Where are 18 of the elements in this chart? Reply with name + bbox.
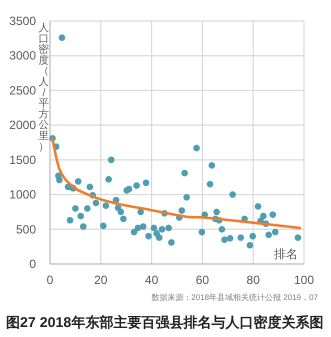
y-tick-label: 2000 — [9, 118, 36, 132]
y-tick-label: 1000 — [9, 188, 36, 202]
y-tick-label: 3500 — [9, 14, 36, 28]
x-tick-label: 40 — [144, 273, 159, 287]
y-tick-label: 0 — [29, 257, 36, 271]
text: 人口密度（人/平方公里） — [38, 22, 50, 153]
x-tick-label: 20 — [94, 273, 108, 287]
text: 图27 2018年东部主要百强县排名与人口密度关系图 — [6, 314, 324, 331]
x-tick-label: 80 — [246, 273, 260, 287]
y-tick-label: 500 — [16, 222, 36, 236]
x-axis-title: 排名 — [274, 247, 298, 261]
y-tick-label: 1500 — [9, 152, 36, 167]
x-tick-label: 60 — [196, 273, 210, 287]
source-note: 数据来源：2018年县域相关统计公报 2019，07 — [151, 293, 319, 302]
x-tick-label: 100 — [294, 273, 314, 287]
y-tick-label: 3000 — [9, 48, 36, 63]
y-tick-label: 2500 — [9, 83, 36, 98]
x-tick-label: 0 — [46, 273, 54, 287]
